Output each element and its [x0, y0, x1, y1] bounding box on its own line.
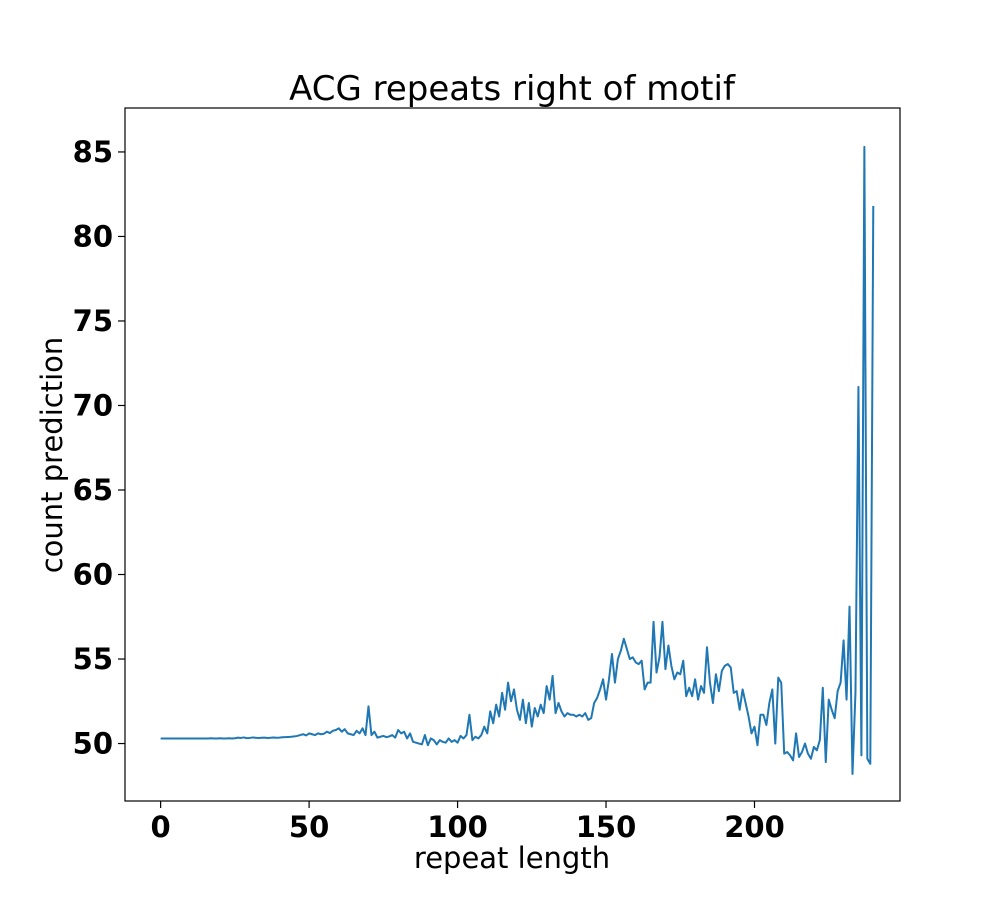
y-tick-label: 85: [73, 135, 113, 169]
x-tick-label: 200: [724, 810, 785, 844]
y-tick-label: 80: [73, 219, 113, 253]
chart-title: ACG repeats right of motif: [289, 69, 736, 109]
series-group: [160, 145, 875, 775]
x-axis: 0 50 100 150 200: [151, 801, 785, 844]
y-tick-label: 60: [73, 558, 113, 592]
y-tick-label: 55: [73, 642, 113, 676]
y-tick-label: 70: [73, 388, 113, 422]
x-tick-label: 150: [576, 810, 637, 844]
plot-frame: [124, 107, 901, 802]
x-tick-label: 100: [427, 810, 488, 844]
x-tick-label: 50: [289, 810, 329, 844]
y-tick-label: 65: [73, 473, 113, 507]
series-line-0: [160, 145, 875, 775]
y-axis: 50 55 60 65 70 75 80 85: [73, 135, 125, 761]
x-axis-label: repeat length: [414, 841, 610, 875]
y-tick-label: 50: [73, 727, 113, 761]
y-axis-label: count prediction: [35, 337, 69, 574]
y-tick-label: 75: [73, 304, 113, 338]
x-tick-label: 0: [151, 810, 171, 844]
